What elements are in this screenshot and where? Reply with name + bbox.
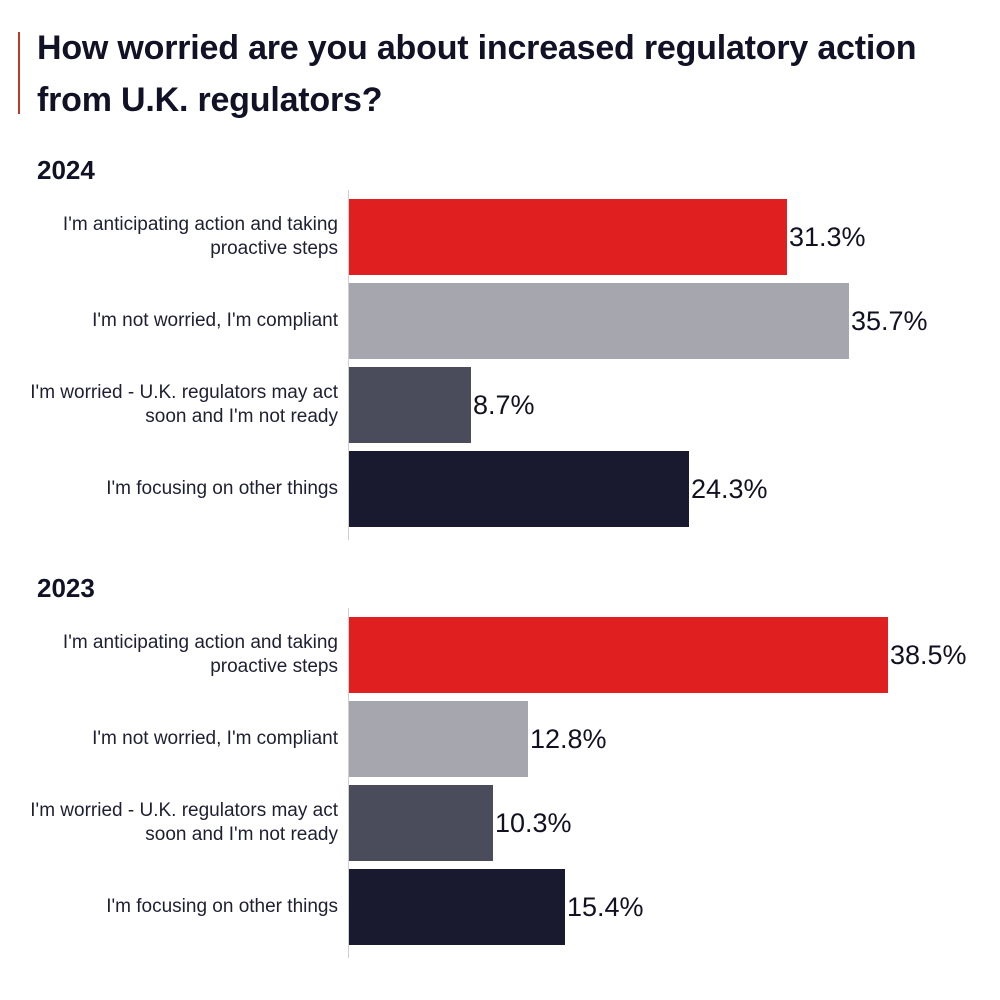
category-label: I'm worried - U.K. regulators may act so… <box>30 800 338 845</box>
category-axis-line <box>348 190 349 540</box>
bar-row-anticipating: I'm anticipating action and taking proac… <box>0 617 1000 693</box>
category-label: I'm anticipating action and taking proac… <box>62 632 338 677</box>
data-label: 15.4% <box>567 891 644 922</box>
category-label: I'm anticipating action and taking proac… <box>62 214 338 259</box>
bar-row-worried: I'm worried - U.K. regulators may act so… <box>0 785 1000 861</box>
bar-row-other-things: I'm focusing on other things 15.4% <box>0 869 1000 945</box>
bar-other-things <box>349 869 565 945</box>
data-label: 38.5% <box>890 639 967 670</box>
chart-title: How worried are you about increased regu… <box>37 29 917 119</box>
bar-row-not-worried: I'm not worried, I'm compliant 12.8% <box>0 701 1000 777</box>
bar-anticipating <box>349 199 787 275</box>
data-label: 12.8% <box>530 723 607 754</box>
bar-row-anticipating: I'm anticipating action and taking proac… <box>0 199 1000 275</box>
category-label: I'm worried - U.K. regulators may act so… <box>30 382 338 427</box>
bar-worried <box>349 367 471 443</box>
data-label: 8.7% <box>473 389 535 420</box>
bar-other-things <box>349 451 689 527</box>
data-label: 31.3% <box>789 221 866 252</box>
bar-not-worried <box>349 701 528 777</box>
data-label: 10.3% <box>495 807 572 838</box>
category-axis-line <box>348 608 349 958</box>
bar-row-other-things: I'm focusing on other things 24.3% <box>0 451 1000 527</box>
panel-title-2024: 2024 <box>37 155 95 185</box>
bar-row-not-worried: I'm not worried, I'm compliant 35.7% <box>0 283 1000 359</box>
bar-not-worried <box>349 283 849 359</box>
category-label: I'm not worried, I'm compliant <box>92 728 338 749</box>
panel-title-2023: 2023 <box>37 573 95 603</box>
bar-row-worried: I'm worried - U.K. regulators may act so… <box>0 367 1000 443</box>
data-label: 24.3% <box>691 473 768 504</box>
bar-anticipating <box>349 617 888 693</box>
data-label: 35.7% <box>851 305 928 336</box>
category-label: I'm focusing on other things <box>106 896 338 917</box>
bar-worried <box>349 785 493 861</box>
title-accent-rule <box>18 32 20 114</box>
category-label: I'm focusing on other things <box>106 478 338 499</box>
category-label: I'm not worried, I'm compliant <box>92 310 338 331</box>
